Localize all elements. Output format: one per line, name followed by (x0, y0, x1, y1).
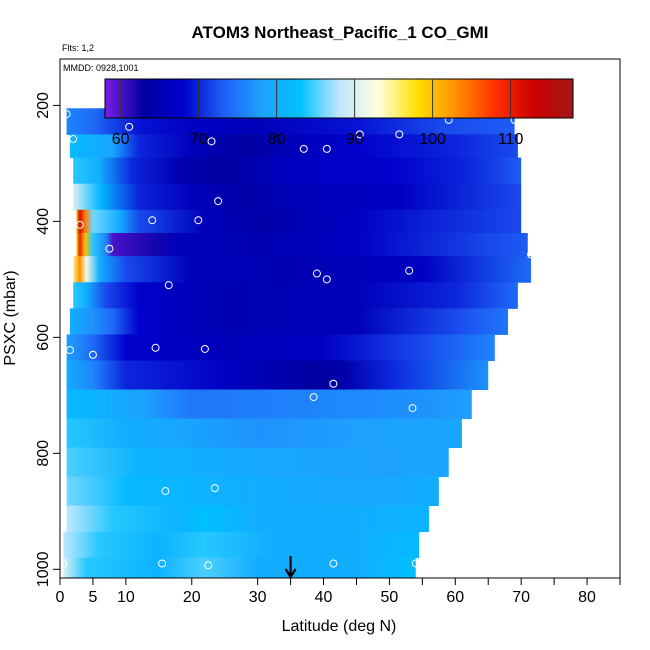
sample-point (105, 244, 114, 253)
y-axis-label: PSXC (mbar) (2, 270, 19, 365)
y-tick-label: 400 (35, 208, 52, 235)
latitude-marker-arrow (284, 556, 297, 580)
y-tick-label: 600 (35, 324, 52, 351)
heatmap-band (73, 256, 532, 283)
x-tick-label: 30 (249, 589, 267, 606)
sample-point (405, 266, 414, 275)
sample-point (164, 281, 173, 290)
x-axis-label: Latitude (deg N) (282, 618, 397, 635)
sample-point (329, 379, 338, 388)
colorbar: 60 70 80 90 100 110 (104, 78, 574, 148)
y-tick-label: 200 (35, 92, 52, 119)
heatmap-band (69, 134, 518, 159)
heatmap-area (63, 85, 532, 579)
y-tick-label: 800 (35, 440, 52, 467)
flights-annotation: Flts: 1,2 (62, 43, 94, 53)
arrow-head (284, 568, 297, 580)
y-tick-label: 1000 (35, 551, 52, 587)
heatmap-band (73, 157, 522, 185)
sample-point (65, 346, 74, 355)
heatmap-band (66, 447, 449, 478)
heatmap-band (66, 334, 495, 362)
x-tick-label: 70 (512, 589, 530, 606)
heatmap-band (76, 209, 522, 234)
x-tick-label: 10 (117, 589, 135, 606)
sample-point (207, 137, 216, 146)
sample-point (204, 561, 213, 570)
heatmap-band (73, 183, 522, 211)
sample-point (210, 484, 219, 493)
sample-point (527, 250, 536, 259)
heatmap-band (66, 476, 439, 507)
colorbar-tick-label: 60 (112, 131, 130, 148)
plot-frame (59, 58, 621, 579)
x-tick-label: 40 (315, 589, 333, 606)
x-tick-label: 50 (381, 589, 399, 606)
sample-point (411, 559, 420, 568)
sample-point (69, 135, 78, 144)
x-tick-label: 80 (578, 589, 596, 606)
heatmap-band (76, 232, 528, 257)
sample-point (62, 110, 71, 119)
x-tick-label: 5 (88, 589, 97, 606)
sample-point (161, 487, 170, 496)
x-tick-label: 20 (183, 589, 201, 606)
sample-point (322, 275, 331, 284)
y-axis: 200 400 600 800 1000 (35, 92, 60, 587)
sample-point (125, 122, 134, 131)
sample-point (312, 269, 321, 278)
heatmap-band (66, 505, 429, 533)
heatmap-band (73, 282, 518, 309)
x-tick-label: 60 (446, 589, 464, 606)
sample-point (355, 130, 364, 139)
colorbar-tick-label: 70 (190, 131, 208, 148)
sample-point (214, 197, 223, 206)
colorbar-tick-label: 110 (498, 131, 524, 148)
sample-point (200, 344, 209, 353)
sample-points (59, 98, 536, 570)
sample-point (309, 393, 318, 402)
heatmap-band (66, 418, 462, 449)
sample-point (88, 350, 97, 359)
heatmap-band (66, 360, 489, 391)
heatmap-band (69, 308, 508, 335)
chart-title: ATOM3 Northeast_Pacific_1 CO_GMI (192, 23, 489, 42)
dates-annotation: MMDD: 0928,1001 (63, 63, 139, 73)
colorbar-tick-label: 90 (346, 131, 364, 148)
x-axis: 0 5 10 20 30 40 50 60 70 80 (56, 578, 621, 606)
x-tick-label: 0 (56, 589, 65, 606)
sample-point (194, 216, 203, 225)
sample-point (395, 130, 404, 139)
sample-point (299, 144, 308, 153)
sample-point (322, 144, 331, 153)
heatmap-band (63, 531, 420, 559)
sample-point (329, 559, 338, 568)
colorbar-gradient (104, 78, 574, 119)
colorbar-tick-label: 80 (268, 131, 286, 148)
colorbar-tick-label: 100 (419, 131, 446, 148)
sample-point (75, 220, 84, 229)
heatmap-band (66, 389, 472, 420)
sample-point (158, 559, 167, 568)
heatmap-band (63, 557, 416, 579)
sample-point (151, 343, 160, 352)
sample-point (148, 216, 157, 225)
sample-point (408, 404, 417, 413)
